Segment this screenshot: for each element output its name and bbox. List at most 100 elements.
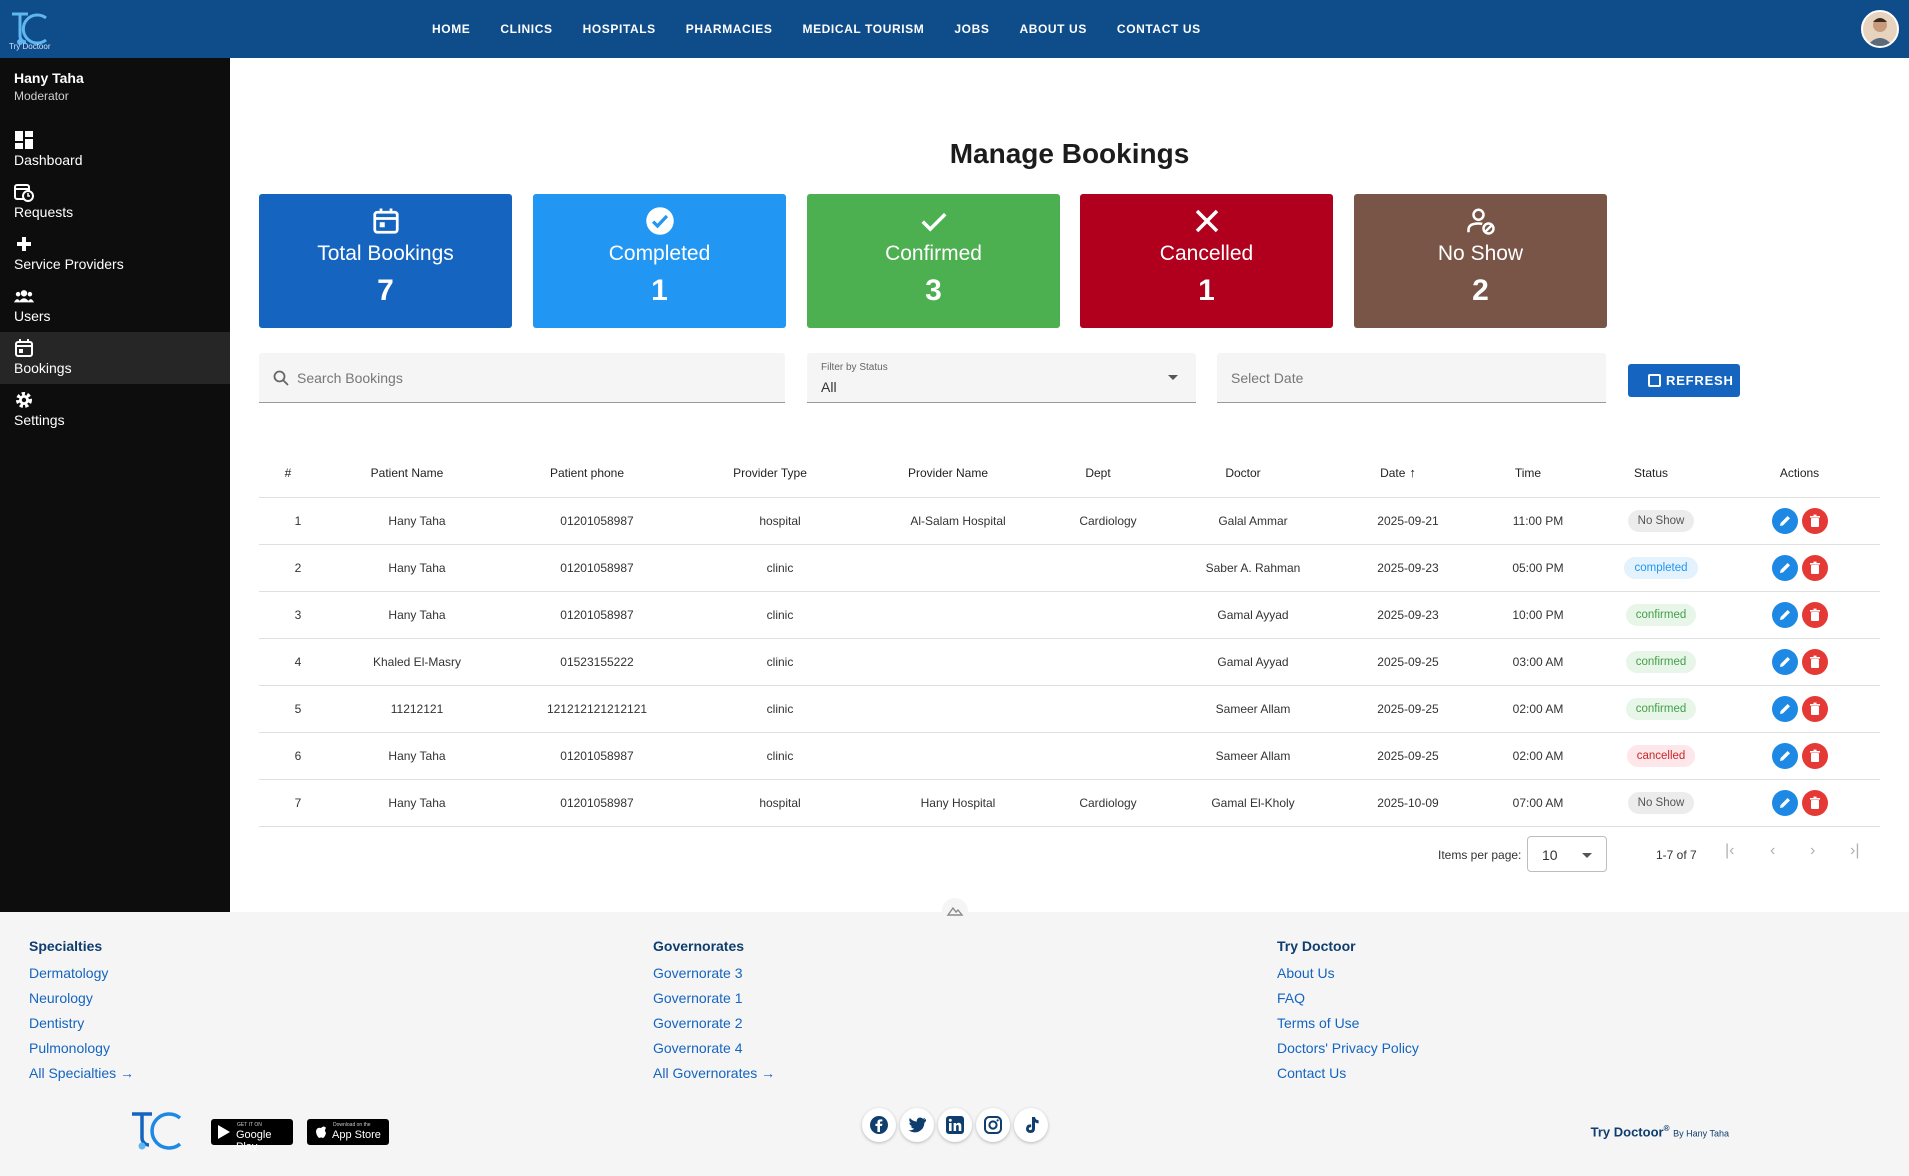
cell-number: 5 bbox=[294, 702, 302, 716]
footer-specialties: Specialties Dermatology Neurology Dentis… bbox=[29, 938, 134, 1090]
user-avatar[interactable] bbox=[1861, 10, 1899, 48]
delete-button[interactable] bbox=[1801, 743, 1828, 769]
delete-button[interactable] bbox=[1801, 649, 1828, 675]
app-store-badge[interactable]: Download on the App Store bbox=[307, 1119, 389, 1145]
edit-button[interactable] bbox=[1771, 508, 1798, 534]
store-name: App Store bbox=[332, 1129, 381, 1141]
edit-button[interactable] bbox=[1771, 696, 1798, 722]
edit-button[interactable] bbox=[1771, 649, 1798, 675]
table-body: 1 Hany Taha 01201058987 hospital Al-Salam Ho… bbox=[259, 498, 1880, 827]
footer-link-terms-of-use[interactable]: Terms of Use bbox=[1277, 1015, 1360, 1031]
col-date[interactable]: Date ↑ bbox=[1323, 448, 1473, 497]
sidebar-item-label: Dashboard bbox=[14, 152, 83, 168]
trash-icon bbox=[1809, 608, 1820, 621]
nav-hospitals[interactable]: HOSPITALS bbox=[582, 22, 656, 36]
sidebar-item-service-providers[interactable]: Service Providers bbox=[0, 228, 230, 280]
delete-button[interactable] bbox=[1801, 790, 1828, 816]
status-filter-select[interactable]: Filter by Status All bbox=[807, 353, 1196, 403]
nav-about-us[interactable]: ABOUT US bbox=[1019, 22, 1087, 36]
instagram-link[interactable] bbox=[976, 1108, 1010, 1142]
edit-button[interactable] bbox=[1771, 743, 1798, 769]
cell-actions bbox=[1719, 545, 1880, 591]
sidebar-item-users[interactable]: Users bbox=[0, 280, 230, 332]
col-status[interactable]: Status bbox=[1633, 465, 1669, 480]
table-row[interactable]: 7 Hany Taha 01201058987 hospital Hany Hospit… bbox=[259, 780, 1880, 827]
footer-link-governorate-3[interactable]: Governorate 3 bbox=[653, 965, 743, 981]
items-per-page-select[interactable]: 10 bbox=[1527, 836, 1607, 872]
table-row[interactable]: 1 Hany Taha 01201058987 hospital Al-Salam Ho… bbox=[259, 498, 1880, 545]
footer-link-pulmonology[interactable]: Pulmonology bbox=[29, 1040, 110, 1056]
col-time[interactable]: Time bbox=[1514, 465, 1542, 480]
facebook-link[interactable] bbox=[862, 1108, 896, 1142]
nav-clinics[interactable]: CLINICS bbox=[500, 22, 553, 36]
delete-button[interactable] bbox=[1801, 555, 1828, 581]
sidebar-item-settings[interactable]: Settings bbox=[0, 384, 230, 436]
sidebar-item-bookings[interactable]: Bookings bbox=[0, 332, 230, 384]
footer-link-dentistry[interactable]: Dentistry bbox=[29, 1015, 85, 1031]
next-page-icon[interactable]: › bbox=[1810, 842, 1816, 859]
collapse-toggle[interactable] bbox=[942, 898, 968, 924]
delete-button[interactable] bbox=[1801, 602, 1828, 628]
footer-link-neurology[interactable]: Neurology bbox=[29, 990, 93, 1006]
col-patient-phone[interactable]: Patient phone bbox=[549, 465, 625, 480]
cell-status: confirmed bbox=[1593, 639, 1729, 685]
refresh-button[interactable]: REFRESH bbox=[1628, 364, 1740, 397]
last-page-icon[interactable]: ›| bbox=[1850, 842, 1860, 859]
table-row[interactable]: 6 Hany Taha 01201058987 clinic Sameer Allam 2… bbox=[259, 733, 1880, 780]
nav-contact-us[interactable]: CONTACT US bbox=[1116, 22, 1201, 36]
footer-link-contact-us[interactable]: Contact Us bbox=[1277, 1065, 1347, 1081]
footer-link-about-us[interactable]: About Us bbox=[1277, 965, 1335, 981]
edit-button[interactable] bbox=[1771, 790, 1798, 816]
nav-jobs[interactable]: JOBS bbox=[954, 22, 990, 36]
nav-home[interactable]: HOME bbox=[432, 22, 471, 36]
google-play-badge[interactable]: GET IT ON Google Play bbox=[211, 1119, 293, 1153]
footer-link-all-specialties[interactable]: All Specialties → bbox=[29, 1065, 135, 1081]
footer-link-faq[interactable]: FAQ bbox=[1277, 990, 1306, 1006]
footer-link-governorate-1[interactable]: Governorate 1 bbox=[653, 990, 743, 1006]
footer-link-governorate-4[interactable]: Governorate 4 bbox=[653, 1040, 743, 1056]
footer-logo-icon[interactable] bbox=[128, 1108, 186, 1154]
nav-pharmacies[interactable]: PHARMACIES bbox=[685, 22, 773, 36]
table-row[interactable]: 5 11212121 121212121212121 clinic Sameer All… bbox=[259, 686, 1880, 733]
logo-icon[interactable] bbox=[8, 8, 52, 52]
linkedin-link[interactable] bbox=[938, 1108, 972, 1142]
col-provider-name[interactable]: Provider Name bbox=[907, 465, 989, 480]
cell-doctor: Saber A. Rahman bbox=[1205, 561, 1301, 575]
table-row[interactable]: 2 Hany Taha 01201058987 clinic Saber A. Rahm… bbox=[259, 545, 1880, 592]
col-doctor[interactable]: Doctor bbox=[1225, 465, 1261, 480]
cell-doctor: Galal Ammar bbox=[1218, 514, 1288, 528]
status-badge: confirmed bbox=[1625, 604, 1697, 626]
status-filter-value: All bbox=[821, 379, 837, 395]
footer-link-dermatology[interactable]: Dermatology bbox=[29, 965, 109, 981]
edit-button[interactable] bbox=[1771, 602, 1798, 628]
footer-link-privacy-policy[interactable]: Doctors' Privacy Policy bbox=[1277, 1040, 1419, 1056]
sidebar-item-requests[interactable]: Requests bbox=[0, 176, 230, 228]
cell-number: 6 bbox=[294, 749, 302, 763]
col-number[interactable]: # bbox=[284, 465, 292, 480]
tiktok-link[interactable] bbox=[1014, 1108, 1048, 1142]
footer-link-governorate-2[interactable]: Governorate 2 bbox=[653, 1015, 743, 1031]
col-dept[interactable]: Dept bbox=[1085, 465, 1111, 480]
first-page-icon[interactable]: |‹ bbox=[1725, 842, 1735, 859]
delete-button[interactable] bbox=[1801, 508, 1828, 534]
search-input[interactable]: Search Bookings bbox=[259, 353, 785, 403]
table-row[interactable]: 4 Khaled El-Masry 01523155222 clinic Gamal A… bbox=[259, 639, 1880, 686]
cell-patient-phone: 01201058987 bbox=[560, 749, 634, 763]
stat-value: 1 bbox=[1198, 274, 1215, 307]
cell-date: 2025-09-25 bbox=[1377, 702, 1439, 716]
previous-page-icon[interactable]: ‹ bbox=[1770, 842, 1776, 859]
twitter-link[interactable] bbox=[900, 1108, 934, 1142]
nav-medical-tourism[interactable]: MEDICAL TOURISM bbox=[802, 22, 925, 36]
edit-button[interactable] bbox=[1771, 555, 1798, 581]
footer-link-all-governorates[interactable]: All Governorates → bbox=[653, 1065, 776, 1081]
pencil-icon bbox=[1779, 704, 1790, 714]
col-patient-name[interactable]: Patient Name bbox=[370, 465, 444, 480]
date-picker-input[interactable]: Select Date bbox=[1217, 353, 1606, 403]
status-badge: cancelled bbox=[1626, 745, 1696, 767]
sidebar-item-dashboard[interactable]: Dashboard bbox=[0, 124, 230, 176]
col-provider-type[interactable]: Provider Type bbox=[733, 465, 807, 480]
table-row[interactable]: 3 Hany Taha 01201058987 clinic Gamal Ayyad 20… bbox=[259, 592, 1880, 639]
user-role: Moderator bbox=[14, 89, 69, 103]
cell-time: 05:00 PM bbox=[1512, 561, 1564, 575]
delete-button[interactable] bbox=[1801, 696, 1828, 722]
